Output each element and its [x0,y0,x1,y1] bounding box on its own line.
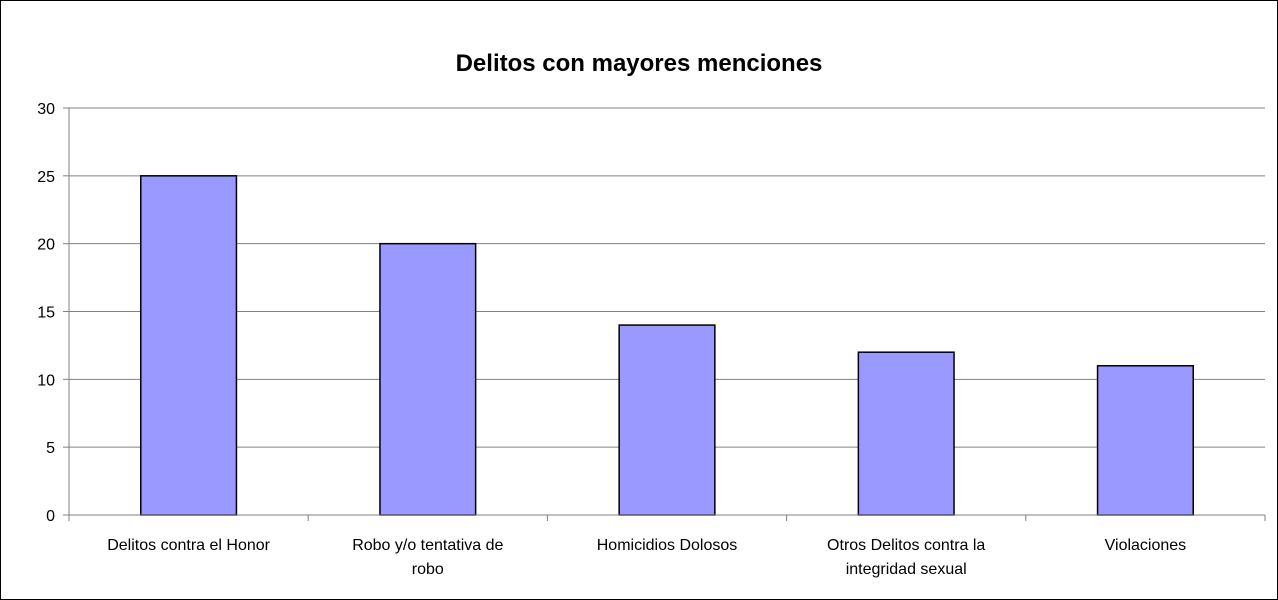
x-tick-label-line: robo [412,561,444,578]
tick-labels: 0 5 10 15 20 25 30 Delitos contra el Honor Robo … [37,101,1186,578]
x-tick-label-line: integridad sexual [846,561,967,578]
y-tick-label: 20 [37,237,55,254]
x-tick-label-line: Otros Delitos contra la [827,537,985,554]
bar [857,351,955,516]
y-tick-label: 25 [37,169,55,186]
x-tick-label: Otros Delitos contra la integridad sexual [827,537,985,578]
y-tick-label: 0 [46,508,55,525]
bars [140,175,1194,516]
chart-title: Delitos con mayores menciones [456,50,823,77]
y-tick-label: 5 [46,440,55,457]
x-tick-label-line: Delitos contra el Honor [107,537,270,554]
x-tick-label: Homicidios Dolosos [597,537,738,554]
bar [379,242,477,516]
gridlines [69,107,1265,448]
x-tick-label-line: Robo y/o tentativa de [352,537,503,554]
axes [63,107,1266,521]
bar [1096,365,1194,516]
y-tick-label: 30 [37,101,55,118]
x-tick-label: Robo y/o tentativa de robo [352,537,503,578]
y-tick-label: 10 [37,372,55,389]
bar [618,324,716,516]
x-tick-label: Violaciones [1105,537,1187,554]
x-tick-label-line: Violaciones [1105,537,1187,554]
bar [140,175,238,516]
x-tick-label: Delitos contra el Honor [107,537,270,554]
x-tick-label-line: Homicidios Dolosos [597,537,738,554]
y-tick-label: 15 [37,305,55,322]
